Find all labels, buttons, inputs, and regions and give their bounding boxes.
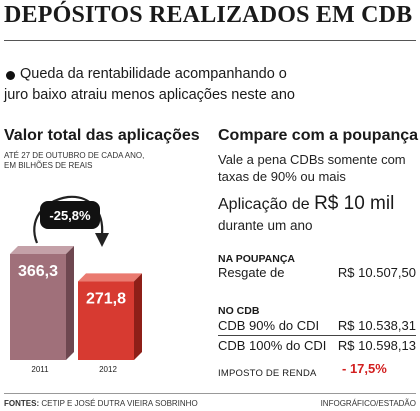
application-prefix: Aplicação de — [218, 196, 310, 213]
bar — [10, 254, 66, 360]
chart-note-line-2: EM BILHÕES DE REAIS — [4, 161, 93, 170]
credit: INFOGRÁFICO/ESTADÃO — [320, 399, 416, 408]
sources-text: CETIP E JOSÉ DUTRA VIEIRA SOBRINHO — [41, 399, 198, 408]
cdb-row-label: CDB 90% do CDI — [218, 318, 320, 333]
row-divider — [218, 335, 416, 336]
title-divider — [4, 40, 416, 41]
bar-side-face — [66, 246, 74, 360]
poupanca-value: R$ 10.507,50 — [337, 265, 416, 280]
subtitle-line-1: Queda da rentabilidade acompanhando o — [20, 66, 287, 82]
bar-value-label: 271,8 — [86, 290, 126, 307]
compare-text-line-2: taxas de 90% ou mais — [218, 169, 346, 184]
cdb-row-label: CDB 100% do CDI — [218, 338, 327, 353]
sources-label: FONTES: — [4, 399, 40, 408]
poupanca-row: Resgate de R$ 10.507,50 — [218, 265, 416, 280]
footer-divider — [4, 393, 416, 394]
application-line: Aplicação de R$ 10 mil — [218, 193, 394, 215]
bar-top-face — [78, 273, 142, 282]
bars-layer: 366,3 2011 271,8 2012 — [10, 246, 142, 374]
cdb-row-value: R$ 10.598,13 — [337, 338, 416, 353]
bar — [78, 281, 134, 360]
cdb-row-value: R$ 10.538,31 — [337, 318, 416, 333]
bullet-dot — [6, 71, 15, 80]
chart-note-line-1: ATÉ 27 DE OUTUBRO DE CADA ANO, — [4, 151, 145, 160]
cdb-row: CDB 100% do CDI R$ 10.598,13 — [218, 338, 416, 353]
sources: FONTES: CETIP E JOSÉ DUTRA VIEIRA SOBRIN… — [4, 399, 198, 408]
page-title: DEPÓSITOS REALIZADOS EM CDB — [4, 2, 413, 28]
application-value: R$ 10 mil — [314, 193, 395, 214]
cdb-row: CDB 90% do CDI R$ 10.538,31 — [218, 318, 416, 333]
poupanca-label: Resgate de — [218, 265, 285, 280]
bar-chart: 366,3 2011 271,8 2012 -25,8% — [10, 195, 142, 374]
category-label: 2011 — [31, 365, 49, 374]
application-suffix: durante um ano — [218, 218, 313, 233]
change-label: -25,8% — [49, 208, 91, 223]
compare-title: Compare com a poupança — [218, 127, 419, 144]
tax-label: IMPOSTO DE RENDA — [218, 368, 317, 379]
bar-value-label: 366,3 — [18, 263, 58, 280]
chart-title: Valor total das aplicações — [4, 127, 200, 144]
change-badge: -25,8% — [40, 201, 100, 229]
tax-value: - 17,5% — [342, 361, 387, 376]
poupanca-header: NA POUPANÇA — [218, 253, 296, 265]
category-label: 2012 — [99, 365, 117, 374]
tax-row: IMPOSTO DE RENDA - 17,5% — [218, 361, 416, 381]
bar-side-face — [134, 273, 142, 360]
compare-text-line-1: Vale a pena CDBs somente com — [218, 152, 406, 167]
subtitle: Queda da rentabilidade acompanhando o ju… — [4, 64, 400, 106]
bar-top-face — [10, 246, 74, 254]
cdb-header: NO CDB — [218, 305, 260, 317]
subtitle-line-2: juro baixo atraiu menos aplicações neste… — [4, 87, 295, 103]
